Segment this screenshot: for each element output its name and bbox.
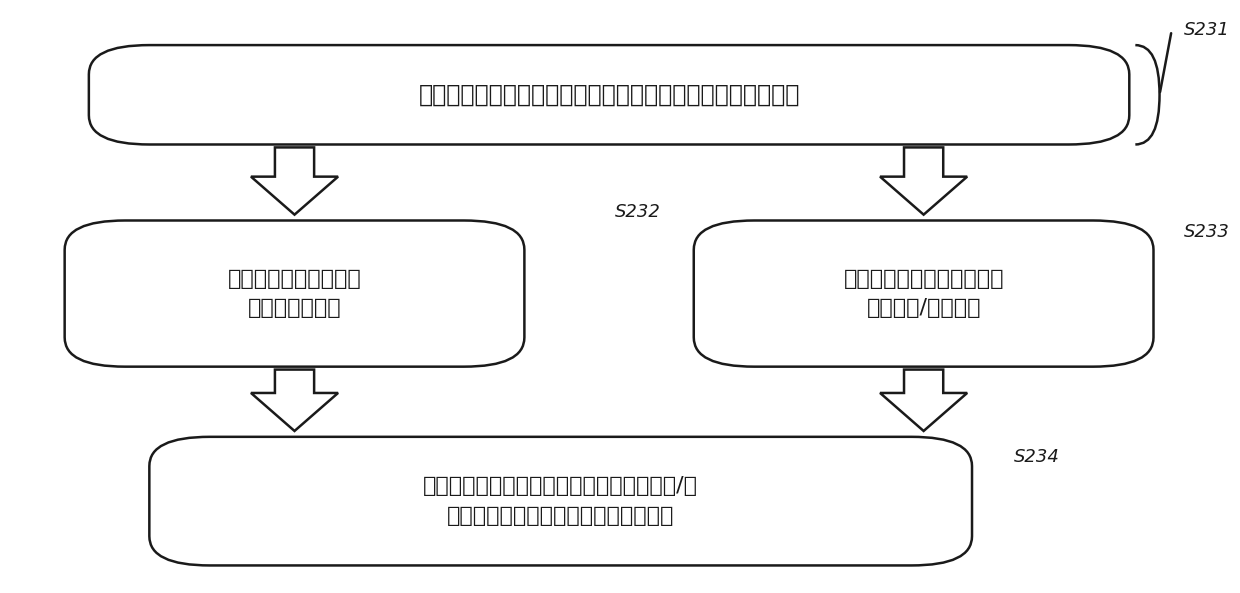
Polygon shape <box>880 148 967 215</box>
Text: 根据硬件级别的描述，从原始单元库中选取要使用的原始单元: 根据硬件级别的描述，从原始单元库中选取要使用的原始单元 <box>418 83 800 107</box>
Polygon shape <box>250 148 339 215</box>
FancyBboxPatch shape <box>64 221 525 366</box>
Polygon shape <box>880 369 967 431</box>
Text: 通过速度延迟的算法获得单
元的高度/驱动强度: 通过速度延迟的算法获得单 元的高度/驱动强度 <box>843 269 1004 318</box>
Polygon shape <box>250 369 339 431</box>
FancyBboxPatch shape <box>149 437 972 566</box>
Text: S232: S232 <box>615 203 661 221</box>
FancyBboxPatch shape <box>89 45 1130 145</box>
Text: S233: S233 <box>1184 223 1230 241</box>
Text: 产生包括不同的串联的管子数、不同的高度/驱
动强度且符合设计应用要求的标准单元: 产生包括不同的串联的管子数、不同的高度/驱 动强度且符合设计应用要求的标准单元 <box>423 476 698 526</box>
FancyBboxPatch shape <box>693 221 1153 366</box>
Text: 通过漏电参数的算法决
定串联的管子数: 通过漏电参数的算法决 定串联的管子数 <box>228 269 361 318</box>
Text: S234: S234 <box>1014 448 1060 466</box>
Text: S231: S231 <box>1184 21 1230 40</box>
